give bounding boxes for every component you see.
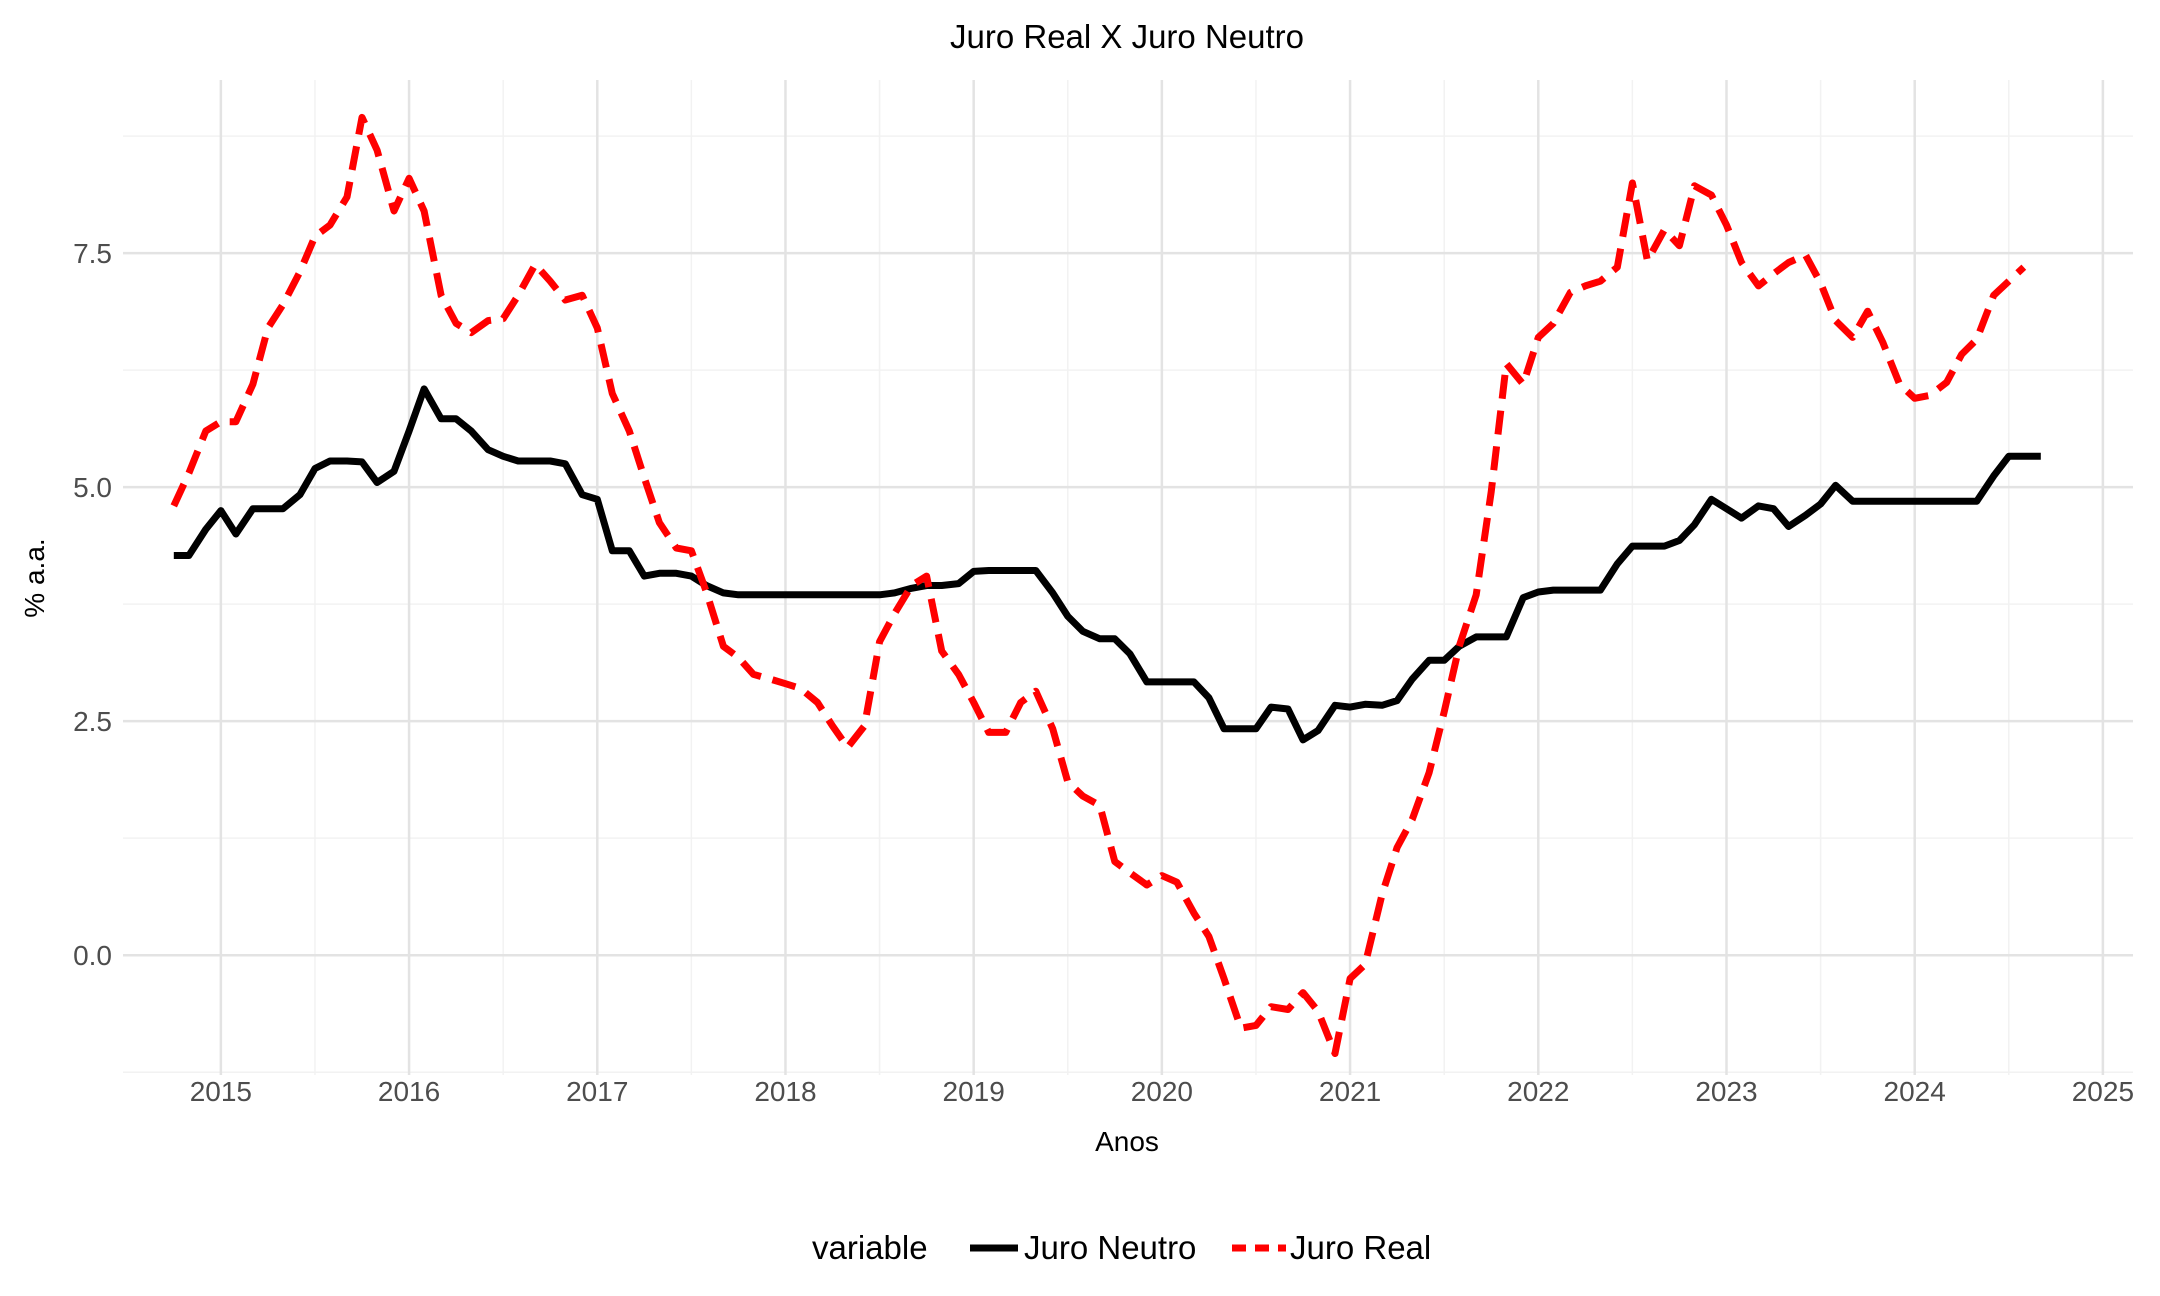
series-lines <box>170 113 2041 1057</box>
x-tick-labels: 2015 2016 2017 2018 2019 2020 2021 2022 2023 2024… <box>190 1076 2134 1107</box>
series-line-juro-neutro <box>173 385 2041 744</box>
x-tick-label: 2019 <box>943 1076 1005 1107</box>
x-tick-label: 2023 <box>1695 1076 1757 1107</box>
y-tick-label: 5.0 <box>73 472 112 503</box>
x-tick-label: 2022 <box>1507 1076 1569 1107</box>
y-tick-labels: 0.0 2.5 5.0 7.5 <box>73 238 112 971</box>
legend-label-juro-real: Juro Real <box>1290 1229 1431 1266</box>
x-axis-title: Anos <box>1095 1126 1159 1157</box>
legend-label-juro-neutro: Juro Neutro <box>1024 1229 1196 1266</box>
x-tick-label: 2017 <box>566 1076 628 1107</box>
y-tick-label: 2.5 <box>73 706 112 737</box>
x-tick-label: 2018 <box>754 1076 816 1107</box>
series-line-juro-real <box>170 113 2027 1057</box>
grid <box>123 80 2133 1075</box>
chart-title: Juro Real X Juro Neutro <box>950 18 1304 55</box>
y-tick-label: 0.0 <box>73 940 112 971</box>
x-tick-label: 2021 <box>1319 1076 1381 1107</box>
x-tick-label: 2025 <box>2072 1076 2134 1107</box>
x-tick-label: 2020 <box>1131 1076 1193 1107</box>
y-axis-title: % a.a. <box>19 538 50 617</box>
x-tick-label: 2016 <box>378 1076 440 1107</box>
legend: variable Juro Neutro Juro Real <box>812 1229 1431 1266</box>
y-tick-label: 7.5 <box>73 238 112 269</box>
x-tick-label: 2024 <box>1884 1076 1946 1107</box>
x-tick-label: 2015 <box>190 1076 252 1107</box>
legend-title: variable <box>812 1229 928 1266</box>
